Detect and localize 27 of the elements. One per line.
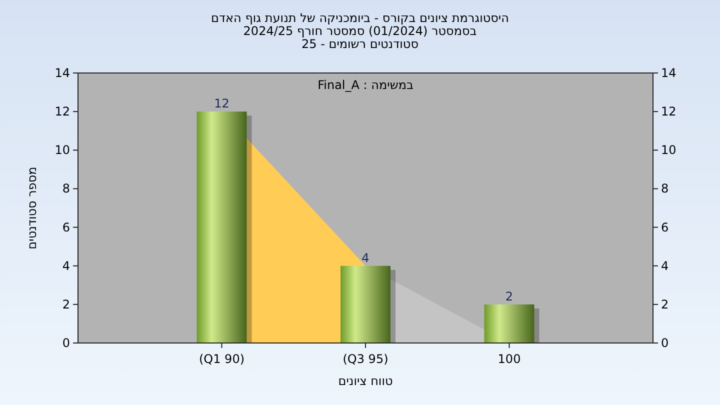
y2-tick-label: 4 xyxy=(661,258,669,273)
y2-tick-label: 6 xyxy=(661,220,669,234)
y-tick-label: 12 xyxy=(54,104,70,119)
x-tick-label: (Q1 90) xyxy=(198,352,245,366)
y-tick-label: 8 xyxy=(62,182,70,196)
y2-tick-label: 14 xyxy=(661,66,676,80)
y-tick-label: 6 xyxy=(62,220,70,234)
y2-tick-label: 8 xyxy=(661,182,669,196)
chart-subtitle: בסמסטר (01/2024) סמסטר חורף 2024/25 סטודנטים רשומים - 25 xyxy=(243,24,477,51)
y2-tick-label: 12 xyxy=(661,104,676,119)
x-tick-label: 100 xyxy=(498,352,521,366)
y-tick-label: 0 xyxy=(62,336,70,350)
data-label: 4 xyxy=(362,250,370,265)
y2-tick-label: 2 xyxy=(661,297,669,312)
y-tick-label: 10 xyxy=(54,143,70,158)
data-label: 2 xyxy=(505,289,514,304)
y2-tick-label: 0 xyxy=(661,336,669,350)
chart-title: היסטוגרמת ציונים בקורס - ביומכניקה של תנועת גוף האדם xyxy=(211,11,509,25)
y-tick-label: 2 xyxy=(62,297,70,312)
x-tick-label: (Q3 95) xyxy=(342,352,388,366)
data-label: 12 xyxy=(214,96,230,111)
annotation: במשימה : Final_A xyxy=(318,78,414,92)
y-axis-title: מספר סטודנטים xyxy=(25,166,39,250)
y2-tick-label: 10 xyxy=(661,143,676,158)
y-tick-label: 4 xyxy=(62,258,70,273)
y-tick-label: 14 xyxy=(54,66,70,80)
x-axis-title: טווח ציונים xyxy=(338,374,393,388)
